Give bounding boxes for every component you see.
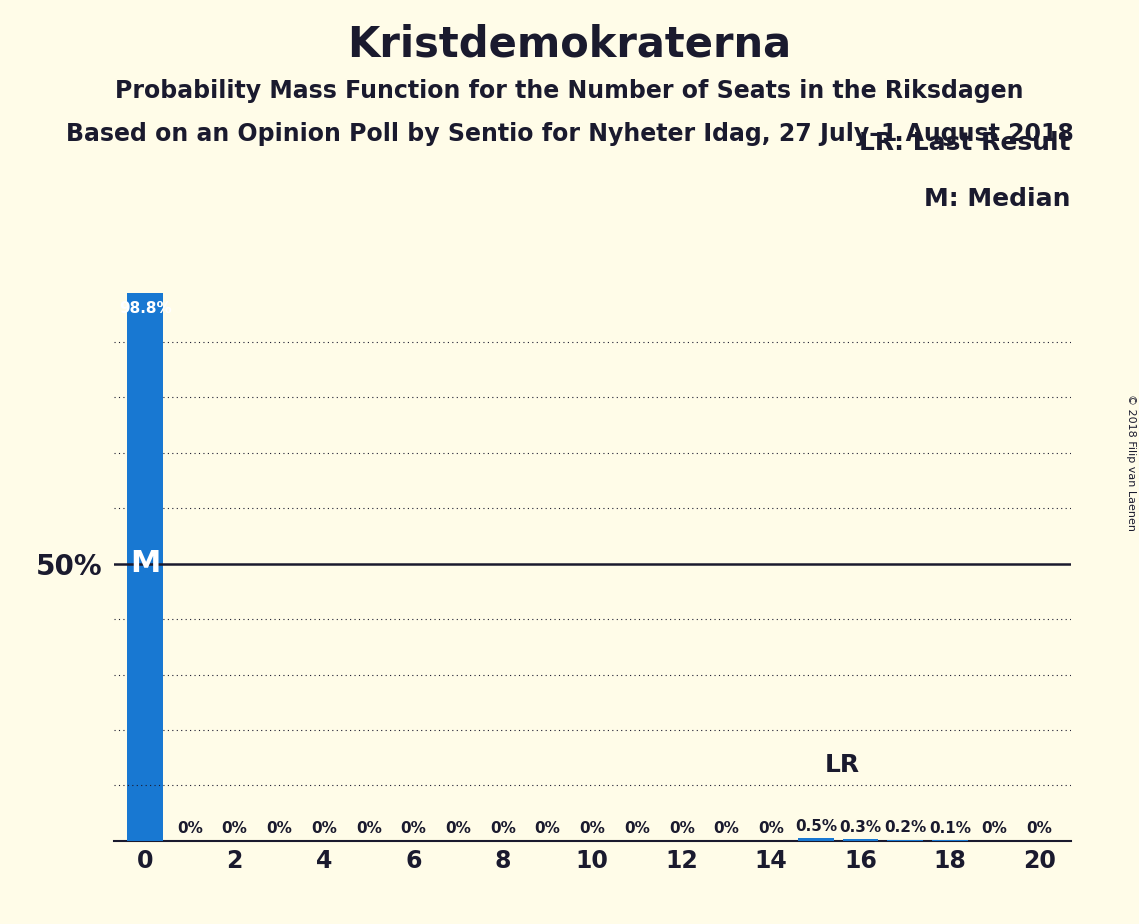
Text: Kristdemokraterna: Kristdemokraterna	[347, 23, 792, 65]
Text: Based on an Opinion Poll by Sentio for Nyheter Idag, 27 July–1 August 2018: Based on an Opinion Poll by Sentio for N…	[66, 122, 1073, 146]
Bar	[887, 840, 923, 841]
Text: LR: Last Result: LR: Last Result	[859, 131, 1071, 155]
Bar	[798, 838, 834, 841]
Text: 0%: 0%	[355, 821, 382, 836]
Text: 0%: 0%	[580, 821, 605, 836]
Text: 0%: 0%	[624, 821, 650, 836]
Text: 98.8%: 98.8%	[118, 301, 172, 316]
Text: 0%: 0%	[982, 821, 1008, 836]
Text: 0%: 0%	[267, 821, 293, 836]
Bar	[128, 293, 163, 841]
Text: 0%: 0%	[1026, 821, 1052, 836]
Text: © 2018 Filip van Laenen: © 2018 Filip van Laenen	[1126, 394, 1136, 530]
Text: 0%: 0%	[177, 821, 203, 836]
Text: 0.1%: 0.1%	[929, 821, 970, 836]
Text: 0.2%: 0.2%	[884, 821, 926, 835]
Text: 0%: 0%	[311, 821, 337, 836]
Text: 0%: 0%	[713, 821, 739, 836]
Text: 0%: 0%	[401, 821, 426, 836]
Text: 0.5%: 0.5%	[795, 819, 837, 833]
Text: 0%: 0%	[534, 821, 560, 836]
Text: 0%: 0%	[490, 821, 516, 836]
Text: LR: LR	[825, 753, 860, 777]
Text: 0%: 0%	[759, 821, 784, 836]
Text: M: M	[130, 549, 161, 578]
Bar	[843, 839, 878, 841]
Text: Probability Mass Function for the Number of Seats in the Riksdagen: Probability Mass Function for the Number…	[115, 79, 1024, 103]
Text: 0%: 0%	[445, 821, 472, 836]
Text: 0%: 0%	[669, 821, 695, 836]
Text: M: Median: M: Median	[924, 187, 1071, 211]
Text: 0.3%: 0.3%	[839, 820, 882, 834]
Text: 0%: 0%	[222, 821, 247, 836]
